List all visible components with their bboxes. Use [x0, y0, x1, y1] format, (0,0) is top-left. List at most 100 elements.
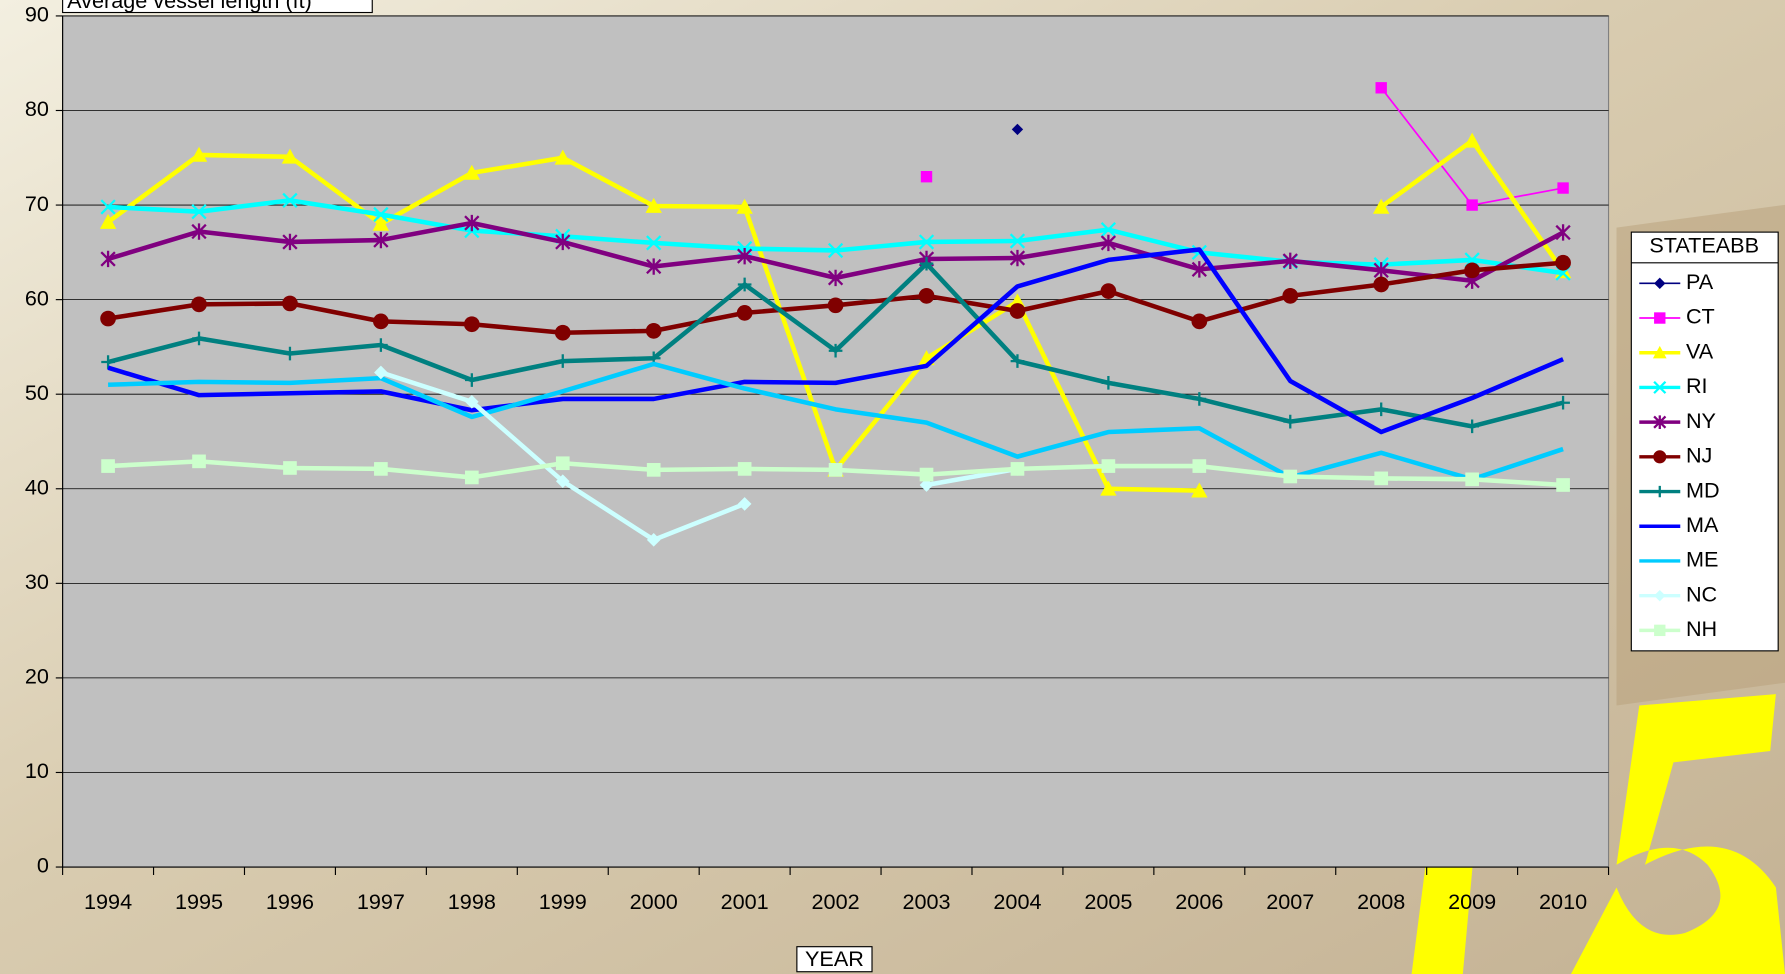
y-axis-title: Average vessel length (ft) [67, 0, 312, 13]
marker [192, 331, 206, 346]
x-axis-title-box: YEAR [796, 946, 873, 973]
marker [282, 192, 298, 208]
marker [827, 242, 844, 259]
marker [374, 338, 388, 352]
marker [1101, 376, 1116, 390]
marker [1373, 262, 1389, 279]
legend-title: STATEABB [1649, 233, 1759, 258]
legend-label: NH [1686, 616, 1717, 641]
marker [919, 478, 934, 492]
marker [1373, 276, 1390, 293]
marker [1654, 485, 1666, 498]
marker [463, 316, 480, 333]
x-tick-label: 2002 [812, 889, 860, 914]
legend-label: NY [1686, 408, 1716, 433]
y-tick-label: 50 [25, 380, 49, 405]
title-box [62, 0, 373, 14]
marker [1375, 82, 1387, 94]
legend-label: RI [1686, 373, 1708, 398]
marker [191, 296, 207, 313]
y-tick-label: 90 [25, 2, 49, 27]
x-tick-label: 2005 [1084, 889, 1132, 914]
marker [555, 456, 570, 471]
marker [1192, 392, 1207, 406]
marker [1555, 254, 1571, 271]
marker [100, 310, 116, 327]
marker [827, 269, 844, 287]
marker [1653, 380, 1667, 394]
marker [1009, 303, 1026, 319]
marker [100, 250, 116, 268]
x-tick-label: 1995 [175, 889, 223, 914]
marker [736, 198, 753, 214]
marker [1101, 459, 1116, 473]
marker [283, 461, 297, 475]
y-tick-label: 80 [25, 96, 49, 121]
marker [1283, 469, 1298, 484]
x-tick-label: 1994 [84, 889, 132, 914]
marker [1373, 198, 1390, 214]
marker [1555, 224, 1571, 241]
marker [827, 297, 844, 314]
marker [554, 149, 571, 165]
marker [1556, 395, 1570, 410]
title-box [796, 946, 873, 973]
y-tick-label: 0 [37, 853, 49, 878]
marker [645, 197, 662, 213]
marker [101, 459, 115, 473]
x-axis-title: YEAR [805, 946, 864, 971]
marker [1192, 459, 1207, 473]
marker [1653, 450, 1667, 464]
marker [1654, 589, 1666, 602]
marker [1100, 222, 1117, 238]
legend-label: MD [1686, 477, 1720, 502]
marker [374, 462, 388, 476]
legend-box [1630, 231, 1779, 652]
x-tick-label: 2010 [1539, 889, 1587, 914]
y-tick-label: 70 [25, 191, 49, 216]
marker [646, 533, 661, 547]
marker [828, 463, 843, 477]
legend-label: PA [1686, 269, 1714, 294]
legend-label: NJ [1686, 443, 1712, 468]
marker [1010, 354, 1025, 368]
legend-label: ME [1686, 547, 1718, 572]
marker [373, 231, 389, 249]
marker [736, 305, 753, 321]
y-tick-label: 20 [25, 664, 49, 689]
marker [828, 343, 843, 358]
marker [373, 206, 389, 223]
marker [372, 215, 390, 231]
marker [1100, 283, 1117, 299]
y-tick-label: 40 [25, 474, 49, 499]
marker [1191, 482, 1208, 498]
marker [465, 394, 479, 409]
marker [283, 346, 297, 361]
marker [1191, 261, 1207, 278]
marker [1282, 252, 1298, 270]
plot-area [62, 15, 1610, 868]
marker [1654, 312, 1666, 324]
series-line [108, 361, 1564, 482]
series-line [107, 247, 1564, 435]
marker [1100, 480, 1117, 496]
marker [919, 256, 934, 271]
x-tick-label: 2006 [1175, 889, 1223, 914]
legend-label: NC [1686, 581, 1717, 606]
x-tick-label: 2001 [721, 889, 769, 914]
x-tick-label: 2003 [902, 889, 950, 914]
marker [1652, 345, 1667, 359]
marker [1557, 182, 1569, 194]
marker [1374, 402, 1389, 417]
marker [1654, 277, 1666, 290]
marker [919, 467, 934, 482]
marker [554, 324, 571, 341]
x-tick-label: 2007 [1266, 889, 1314, 914]
series-group [99, 82, 1572, 547]
marker [1282, 288, 1299, 304]
marker [1464, 262, 1480, 279]
marker [555, 354, 570, 368]
marker [737, 247, 753, 265]
marker [555, 233, 571, 251]
